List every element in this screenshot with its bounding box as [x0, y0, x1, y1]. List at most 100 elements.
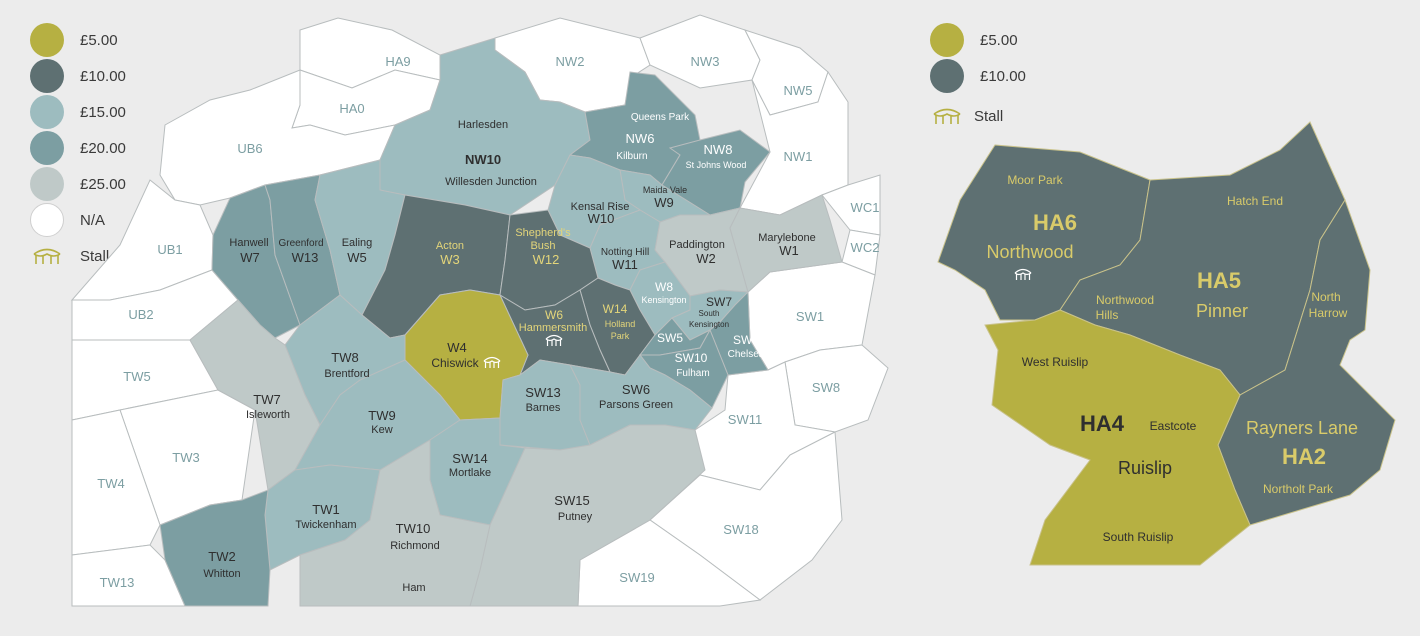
label-notting-hill: Notting Hill [601, 247, 649, 258]
region-ha4[interactable] [984, 309, 1251, 566]
label-ha6: HA6 [1033, 210, 1077, 235]
label-w6: W6 [545, 308, 563, 322]
label-mortlake: Mortlake [449, 467, 491, 479]
label-sw14: SW14 [452, 451, 487, 466]
label-holland-park: Holland [605, 319, 636, 329]
region-sw6[interactable] [569, 354, 713, 446]
legend-label: £15.00 [80, 103, 126, 121]
swatch-10 [30, 59, 64, 93]
label-ha4: HA4 [1080, 411, 1125, 436]
legend-label: £5.00 [80, 31, 118, 49]
label-sw7: SW7 [706, 295, 732, 309]
label-west-ruislip: West Ruislip [1022, 355, 1089, 369]
label-northolt-park: Northolt Park [1263, 482, 1334, 496]
swatch-25 [30, 167, 64, 201]
label-kensington: Kensington [641, 295, 686, 305]
region-w1[interactable] [729, 194, 843, 293]
swatch-10 [930, 59, 964, 93]
region-ha2[interactable] [1217, 198, 1396, 526]
label-barnes: Barnes [526, 402, 561, 414]
legend-label: £5.00 [980, 31, 1018, 49]
region-tw4[interactable] [71, 409, 161, 556]
market-stall-icon [30, 246, 64, 266]
region-tw7[interactable] [189, 299, 321, 491]
label-ha5: HA5 [1197, 268, 1241, 293]
label-willesden: Willesden Junction [445, 176, 537, 188]
label-hammersmith: Hammersmith [519, 322, 587, 334]
label-south-ruislip: South Ruislip [1103, 530, 1174, 544]
legend-label: Stall [80, 247, 110, 265]
swatch-20 [30, 131, 64, 165]
label-brentford: Brentford [324, 368, 369, 380]
label-w12: W12 [533, 252, 560, 267]
label-w11: W11 [612, 257, 638, 272]
label-north-harrow: North [1311, 290, 1340, 304]
label-w2: W2 [696, 251, 716, 266]
legend-item: £20.00 [30, 130, 126, 166]
market-stall-icon [930, 106, 964, 126]
legend-label: £10.00 [80, 67, 126, 85]
label-tw9: TW9 [368, 408, 395, 423]
label-tw8: TW8 [331, 350, 358, 365]
label-sw5: SW5 [657, 331, 683, 345]
label-paddington: Paddington [669, 239, 725, 251]
label-nw2: NW2 [556, 54, 585, 69]
legend-item: £15.00 [30, 94, 126, 130]
label-sw11: SW11 [728, 412, 762, 427]
label-kilburn: Kilburn [616, 151, 647, 162]
label-w7: W7 [240, 250, 260, 265]
label-ha9: HA9 [385, 54, 410, 69]
label-wc2: WC2 [851, 240, 880, 255]
label-w10: W10 [588, 211, 615, 226]
label-northwood-hills-2: Hills [1096, 308, 1119, 322]
label-harlesden: Harlesden [458, 119, 508, 131]
label-ruislip: Ruislip [1118, 458, 1172, 478]
label-eastcote: Eastcote [1150, 419, 1197, 433]
label-tw5: TW5 [123, 369, 150, 384]
label-nw5: NW5 [784, 83, 813, 98]
region-wc1[interactable] [821, 174, 881, 236]
label-chiswick: Chiswick [431, 356, 479, 370]
legend-item: £25.00 [30, 166, 126, 202]
label-st-johns-wood: St Johns Wood [686, 160, 747, 170]
label-sw18: SW18 [723, 522, 758, 537]
region-tw10[interactable] [299, 439, 491, 607]
legend-right: £5.00 £10.00 Stall [930, 22, 1026, 134]
label-shepherds-bush-2: Bush [530, 240, 555, 252]
label-acton: Acton [436, 240, 464, 252]
label-hanwell: Hanwell [229, 237, 268, 249]
legend-label: £10.00 [980, 67, 1026, 85]
label-w14: W14 [603, 302, 628, 316]
region-nw8[interactable] [661, 129, 771, 216]
label-sw13: SW13 [525, 385, 560, 400]
label-nw8: NW8 [704, 142, 733, 157]
label-tw4: TW4 [97, 476, 124, 491]
swatch-15 [30, 95, 64, 129]
label-kew: Kew [371, 424, 392, 436]
label-rayners-lane: Rayners Lane [1246, 418, 1358, 438]
label-w4: W4 [447, 340, 467, 355]
label-sw1: SW1 [796, 309, 824, 324]
label-putney: Putney [558, 511, 593, 523]
label-tw10: TW10 [396, 521, 431, 536]
label-w8: W8 [655, 280, 673, 294]
label-sw19: SW19 [619, 570, 654, 585]
label-greenford: Greenford [278, 238, 323, 249]
label-nw3: NW3 [691, 54, 720, 69]
label-richmond: Richmond [390, 540, 440, 552]
label-w5: W5 [347, 250, 367, 265]
label-maida-vale: Maida Vale [643, 185, 687, 195]
label-ub6: UB6 [237, 141, 262, 156]
label-marylebone: Marylebone [758, 232, 815, 244]
label-kensal-rise: Kensal Rise [571, 201, 630, 213]
label-moor-park: Moor Park [1007, 173, 1063, 187]
label-queens-park: Queens Park [631, 112, 690, 123]
region-tw2[interactable] [159, 489, 271, 607]
legend-item: £5.00 [30, 22, 126, 58]
label-holland-park-2: Park [611, 331, 630, 341]
label-hatch-end: Hatch End [1227, 194, 1283, 208]
label-south-kensington: South [699, 309, 720, 318]
region-nw3[interactable] [639, 14, 761, 89]
label-chelsea: Chelsea [728, 349, 765, 360]
